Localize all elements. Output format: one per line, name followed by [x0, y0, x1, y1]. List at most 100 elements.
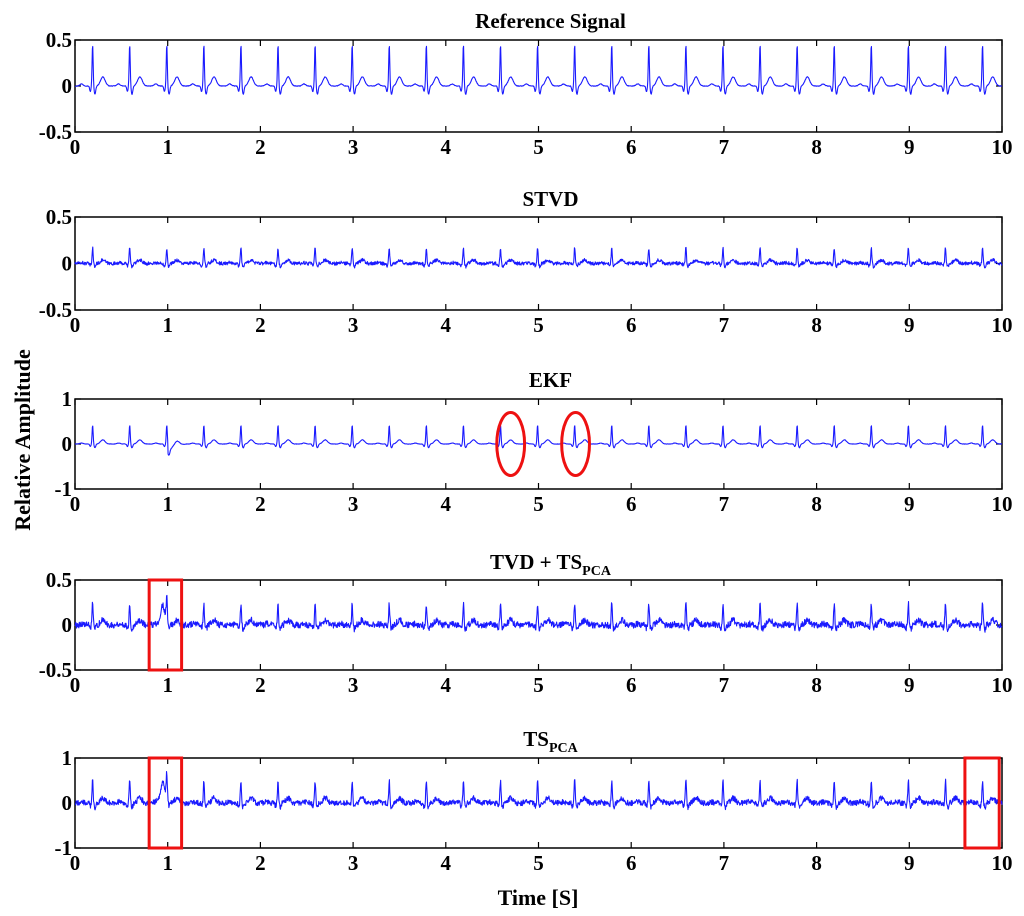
x-tick-label: 9	[904, 851, 915, 875]
chart-title-main: STVD	[522, 187, 578, 211]
x-tick-label: 10	[992, 851, 1013, 875]
x-tick-label: 3	[348, 851, 359, 875]
y-tick-label: -0.5	[39, 298, 72, 322]
x-tick-label: 7	[719, 313, 730, 337]
y-tick-label: 0	[62, 74, 73, 98]
highlight-ellipse	[495, 411, 527, 477]
chart-title: STVD	[522, 187, 578, 211]
x-tick-label: 3	[348, 492, 359, 516]
highlight-box	[147, 578, 184, 672]
x-tick-label: 1	[162, 313, 173, 337]
y-tick-label: 0	[62, 613, 73, 637]
chart-title: EKF	[529, 368, 572, 392]
chart-title: Reference Signal	[475, 9, 626, 33]
x-tick-label: 4	[441, 313, 452, 337]
x-tick-label: 0	[70, 313, 81, 337]
y-tick-label: 0	[62, 432, 73, 456]
chart-title-main: TVD + TS	[490, 550, 582, 574]
x-tick-label: 10	[992, 673, 1013, 697]
chart-title-subscript: PCA	[582, 564, 612, 579]
y-tick-label: 1	[62, 746, 73, 770]
x-tick-label: 0	[70, 851, 81, 875]
y-tick-label: -1	[55, 836, 73, 860]
x-tick-label: 2	[255, 673, 266, 697]
x-tick-label: 8	[811, 135, 822, 159]
signal-trace	[74, 594, 1003, 633]
x-tick-label: 8	[811, 313, 822, 337]
x-tick-label: 3	[348, 673, 359, 697]
x-axis-label: Time [S]	[498, 885, 579, 910]
x-tick-label: 8	[811, 492, 822, 516]
y-tick-label: -1	[55, 477, 73, 501]
x-tick-label: 5	[533, 492, 544, 516]
y-tick-label: 1	[62, 387, 73, 411]
y-axis-label: Relative Amplitude	[10, 349, 35, 531]
y-tick-label: 0	[62, 252, 73, 276]
y-tick-label: 0	[62, 791, 73, 815]
x-tick-label: 4	[441, 851, 452, 875]
x-tick-label: 5	[533, 673, 544, 697]
x-tick-label: 7	[719, 135, 730, 159]
x-tick-label: 6	[626, 673, 637, 697]
x-tick-label: 9	[904, 313, 915, 337]
x-tick-label: 8	[811, 673, 822, 697]
x-tick-label: 2	[255, 492, 266, 516]
x-tick-label: 9	[904, 492, 915, 516]
x-tick-label: 10	[992, 313, 1013, 337]
signal-trace	[74, 425, 1003, 456]
y-tick-label: -0.5	[39, 658, 72, 682]
x-tick-label: 0	[70, 673, 81, 697]
x-tick-label: 0	[70, 492, 81, 516]
x-tick-label: 10	[992, 492, 1013, 516]
y-tick-label: 0.5	[46, 568, 72, 592]
x-tick-label: 7	[719, 851, 730, 875]
y-tick-label: 0.5	[46, 28, 72, 52]
x-tick-label: 0	[70, 135, 81, 159]
x-tick-label: 7	[719, 492, 730, 516]
x-tick-label: 2	[255, 851, 266, 875]
x-tick-label: 1	[162, 492, 173, 516]
x-tick-label: 7	[719, 673, 730, 697]
x-tick-label: 1	[162, 851, 173, 875]
x-tick-label: 6	[626, 135, 637, 159]
chart-title-main: TS	[523, 727, 549, 751]
x-tick-label: 1	[162, 673, 173, 697]
signal-trace	[74, 770, 1003, 811]
x-tick-label: 5	[533, 851, 544, 875]
y-tick-label: -0.5	[39, 120, 72, 144]
x-tick-label: 3	[348, 313, 359, 337]
y-tick-label: 0.5	[46, 205, 72, 229]
highlight-ellipse	[560, 411, 591, 477]
x-tick-label: 1	[162, 135, 173, 159]
highlight-box	[963, 756, 1001, 850]
x-tick-label: 4	[441, 135, 452, 159]
x-tick-label: 6	[626, 313, 637, 337]
x-tick-label: 10	[992, 135, 1013, 159]
x-tick-label: 4	[441, 673, 452, 697]
x-tick-label: 9	[904, 673, 915, 697]
x-tick-label: 5	[533, 135, 544, 159]
x-tick-label: 9	[904, 135, 915, 159]
chart-title: TVD + TSPCA	[490, 550, 612, 579]
x-tick-label: 6	[626, 851, 637, 875]
x-tick-label: 2	[255, 135, 266, 159]
x-tick-label: 4	[441, 492, 452, 516]
chart-title-main: Reference Signal	[475, 9, 626, 33]
x-tick-label: 5	[533, 313, 544, 337]
x-tick-label: 8	[811, 851, 822, 875]
chart-title-main: EKF	[529, 368, 572, 392]
signal-trace	[74, 246, 1003, 269]
x-tick-label: 6	[626, 492, 637, 516]
chart-title: TSPCA	[523, 727, 578, 756]
chart-title-subscript: PCA	[549, 741, 579, 756]
signal-trace	[74, 45, 1003, 95]
highlight-box	[147, 756, 184, 850]
x-tick-label: 3	[348, 135, 359, 159]
x-tick-label: 2	[255, 313, 266, 337]
